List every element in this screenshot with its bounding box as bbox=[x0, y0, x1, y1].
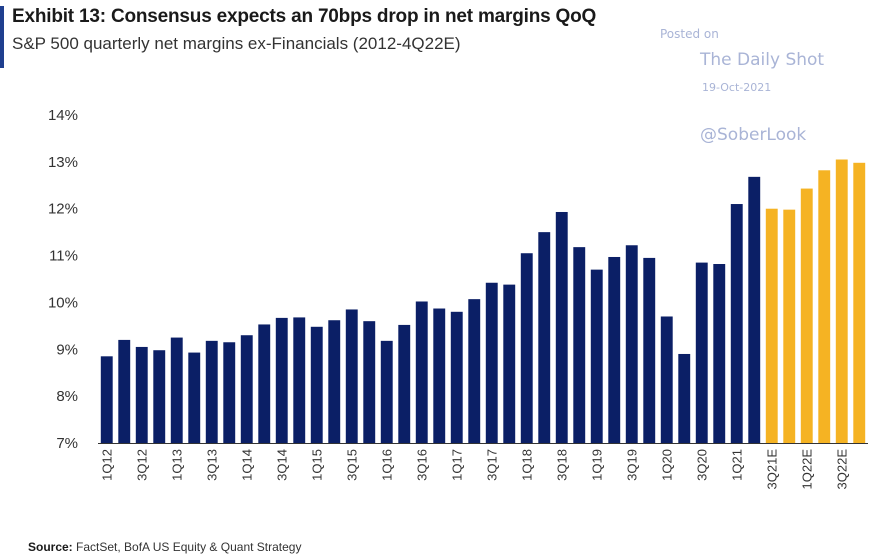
bar-actual bbox=[748, 176, 761, 443]
bar-estimate bbox=[818, 170, 831, 444]
bar-actual bbox=[450, 311, 463, 443]
bar-actual bbox=[328, 320, 341, 443]
x-tick-label: 3Q12 bbox=[134, 449, 149, 481]
bar-actual bbox=[135, 346, 148, 443]
bar-actual bbox=[100, 356, 113, 443]
chart-title: Exhibit 13: Consensus expects an 70bps d… bbox=[12, 6, 597, 27]
x-tick-label: 1Q12 bbox=[99, 449, 114, 481]
bars bbox=[100, 159, 866, 444]
x-tick-label: 1Q13 bbox=[169, 449, 184, 481]
bar-actual bbox=[433, 308, 446, 443]
bar-actual bbox=[118, 339, 131, 443]
bar-actual bbox=[573, 247, 586, 443]
bar-estimate bbox=[853, 162, 866, 444]
source-note: Source: FactSet, BofA US Equity & Quant … bbox=[28, 540, 301, 554]
bar-actual bbox=[590, 269, 603, 443]
bar-actual bbox=[468, 299, 481, 443]
y-tick-label: 7% bbox=[56, 435, 78, 452]
x-tick-label: 1Q22E bbox=[799, 449, 814, 490]
x-tick-label: 1Q18 bbox=[519, 449, 534, 481]
bar-actual bbox=[153, 350, 166, 443]
source-text: FactSet, BofA US Equity & Quant Strategy bbox=[76, 540, 302, 554]
bar-actual bbox=[713, 264, 726, 443]
chart-subtitle: S&P 500 quarterly net margins ex-Financi… bbox=[12, 34, 461, 53]
bar-actual bbox=[275, 317, 288, 443]
x-tick-label: 1Q21 bbox=[729, 449, 744, 481]
bar-estimate bbox=[765, 208, 778, 443]
y-tick-label: 9% bbox=[56, 341, 78, 358]
bar-estimate bbox=[835, 159, 848, 443]
bar-actual bbox=[415, 301, 428, 443]
bar-actual bbox=[608, 256, 621, 443]
bar-actual bbox=[485, 282, 498, 443]
bar-actual bbox=[363, 321, 376, 443]
x-tick-label: 3Q20 bbox=[694, 449, 709, 481]
bar-actual bbox=[538, 232, 551, 443]
bar-actual bbox=[398, 324, 411, 443]
y-axis: 7% 8% 9% 10% 11% 12% 13% 14% bbox=[48, 107, 78, 452]
bar-actual bbox=[240, 335, 253, 443]
bar-actual bbox=[380, 340, 393, 443]
watermark-date: 19-Oct-2021 bbox=[702, 81, 772, 94]
y-tick-label: 10% bbox=[48, 294, 78, 311]
x-tick-label: 3Q18 bbox=[554, 449, 569, 481]
bar-estimate bbox=[800, 188, 813, 443]
x-tick-label: 3Q16 bbox=[414, 449, 429, 481]
watermark-name: The Daily Shot bbox=[700, 50, 825, 70]
x-tick-label: 1Q16 bbox=[379, 449, 394, 481]
y-tick-label: 13% bbox=[48, 154, 78, 171]
bar-actual bbox=[678, 353, 691, 443]
title-accent-bar bbox=[0, 6, 4, 68]
x-tick-label: 3Q13 bbox=[204, 449, 219, 481]
x-tick-label: 3Q21E bbox=[764, 449, 779, 490]
y-tick-label: 11% bbox=[49, 248, 78, 265]
y-tick-label: 12% bbox=[48, 201, 78, 218]
bar-actual bbox=[643, 257, 656, 443]
bar-actual bbox=[660, 316, 673, 443]
x-tick-label: 1Q17 bbox=[449, 449, 464, 481]
y-tick-label: 14% bbox=[48, 107, 78, 124]
bar-estimate bbox=[783, 209, 796, 443]
bar-actual bbox=[503, 284, 516, 443]
x-tick-label: 3Q14 bbox=[274, 449, 289, 481]
bar-actual bbox=[205, 340, 218, 443]
x-tick-label: 1Q15 bbox=[309, 449, 324, 481]
bar-actual bbox=[625, 245, 638, 443]
bar-actual bbox=[695, 262, 708, 443]
x-tick-label: 3Q19 bbox=[624, 449, 639, 481]
bar-actual bbox=[310, 326, 323, 443]
bar-actual bbox=[170, 337, 183, 443]
x-tick-label: 3Q17 bbox=[484, 449, 499, 481]
watermark-posted: Posted on bbox=[660, 27, 719, 41]
bar-actual bbox=[730, 204, 743, 443]
x-tick-label: 1Q20 bbox=[659, 449, 674, 481]
x-tick-label: 3Q15 bbox=[344, 449, 359, 481]
y-tick-label: 8% bbox=[56, 388, 78, 405]
bar-actual bbox=[293, 317, 306, 443]
bar-actual bbox=[258, 324, 271, 443]
x-axis: 1Q12 3Q12 1Q13 3Q13 1Q14 3Q14 1Q15 3Q15 1Q16 3Q16… bbox=[99, 449, 849, 490]
x-tick-label: 3Q22E bbox=[834, 449, 849, 490]
x-tick-label: 1Q14 bbox=[239, 449, 254, 481]
bar-actual bbox=[345, 309, 358, 443]
source-label: Source: bbox=[28, 540, 73, 554]
x-tick-label: 1Q19 bbox=[589, 449, 604, 481]
watermark-handle: @SoberLook bbox=[700, 125, 807, 145]
bar-actual bbox=[555, 211, 568, 443]
bar-actual bbox=[188, 352, 201, 443]
bar-actual bbox=[223, 342, 236, 443]
bar-actual bbox=[520, 253, 533, 443]
